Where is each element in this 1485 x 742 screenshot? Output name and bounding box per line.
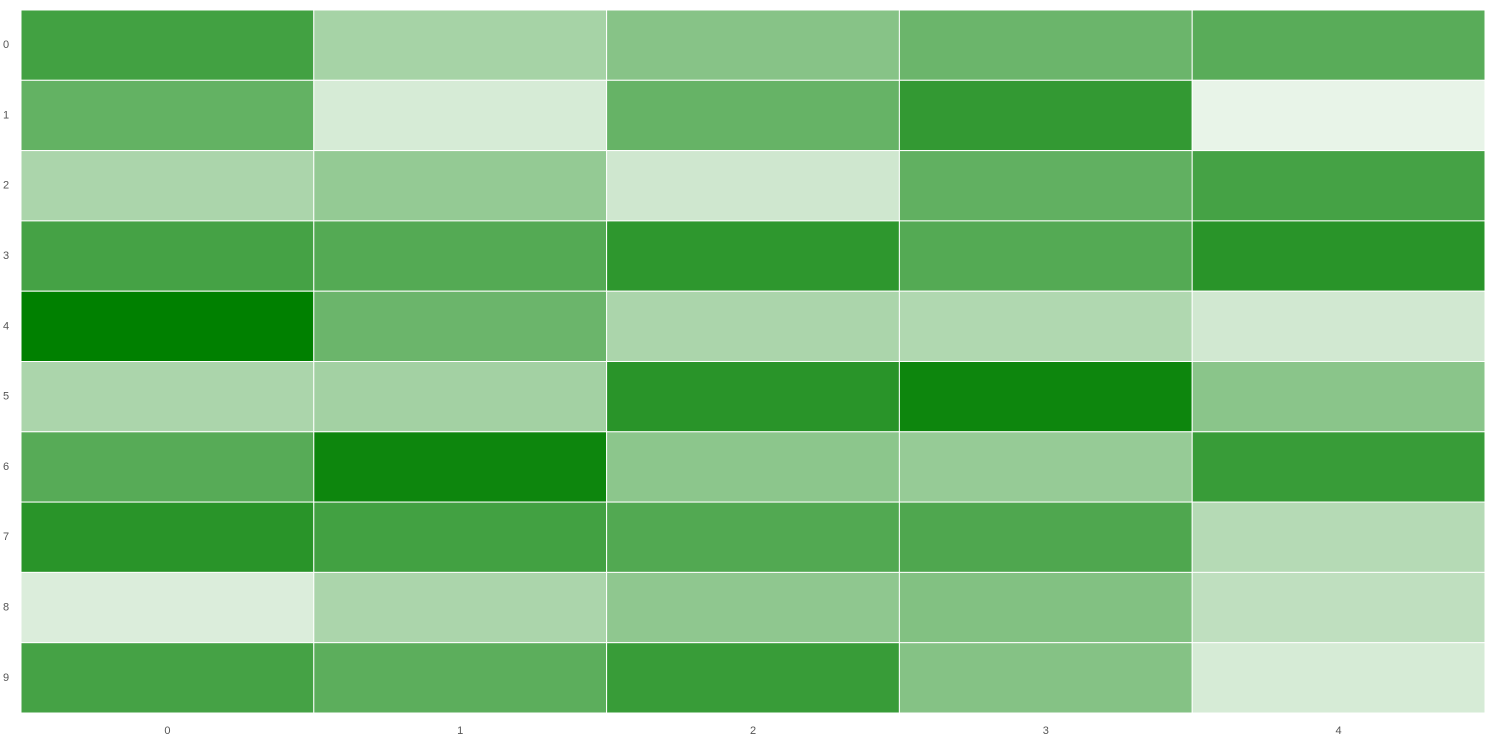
heatmap-cell [313,431,608,503]
heatmap-cell [898,361,1193,433]
x-tick-label: 2 [750,725,756,737]
x-tick-label: 4 [1336,725,1342,737]
y-tick-label: 5 [3,391,9,403]
heatmap-cell [20,79,315,152]
heatmap-cell [898,79,1193,152]
heatmap-cell [606,79,900,152]
heatmap-cell [20,220,315,292]
heatmap-cell [313,150,608,222]
heatmap-cell [1191,150,1485,222]
heatmap-cell [20,642,315,714]
heatmap-cell [1191,431,1485,503]
heatmap-cell [313,9,608,81]
heatmap-cell [313,290,608,363]
heatmap-cell [20,150,315,222]
heatmap-cell [606,9,900,81]
y-tick-label: 4 [3,320,9,332]
heatmap-cell [898,642,1193,714]
heatmap-cell [20,501,315,573]
heatmap-cell [606,642,900,714]
heatmap-cell [20,9,315,81]
y-tick-label: 8 [3,601,9,613]
x-tick-label: 1 [457,725,463,737]
heatmap-cell [898,571,1193,644]
y-tick-label: 6 [3,461,9,473]
heatmap-cell [1191,220,1485,292]
heatmap-cell [606,361,900,433]
heatmap-cell [313,642,608,714]
heatmap-cell [898,501,1193,573]
y-tick-label: 1 [3,109,9,121]
y-tick-label: 9 [3,672,9,684]
heatmap-cell [1191,501,1485,573]
heatmap-cell [606,571,900,644]
heatmap-cell [20,290,315,363]
heatmap-cell [898,431,1193,503]
y-tick-label: 7 [3,531,9,543]
heatmap-cell [1191,571,1485,644]
heatmap-cell [313,220,608,292]
heatmap-cell [606,431,900,503]
heatmap-cell [606,150,900,222]
y-tick-label: 3 [3,250,9,262]
heatmap-cell [1191,642,1485,714]
heatmap-cell [20,431,315,503]
heatmap-cell [1191,361,1485,433]
heatmap-cell [898,220,1193,292]
heatmap-cell [606,501,900,573]
y-tick-label: 0 [3,39,9,51]
heatmap-cell [1191,9,1485,81]
heatmap-cell [898,9,1193,81]
x-tick-label: 3 [1043,725,1049,737]
heatmap-cell [606,290,900,363]
y-tick-label: 2 [3,180,9,192]
x-tick-label: 0 [164,725,170,737]
heatmap-cell [313,571,608,644]
heatmap-cell [313,79,608,152]
heatmap-cell [313,361,608,433]
heatmap-cell [1191,290,1485,363]
heatmap-cell [20,361,315,433]
heatmap-cell [898,150,1193,222]
heatmap-cell [898,290,1193,363]
heatmap-cell [1191,79,1485,152]
heatmap-cell [313,501,608,573]
heatmap-cell [606,220,900,292]
heatmap-cell [20,571,315,644]
